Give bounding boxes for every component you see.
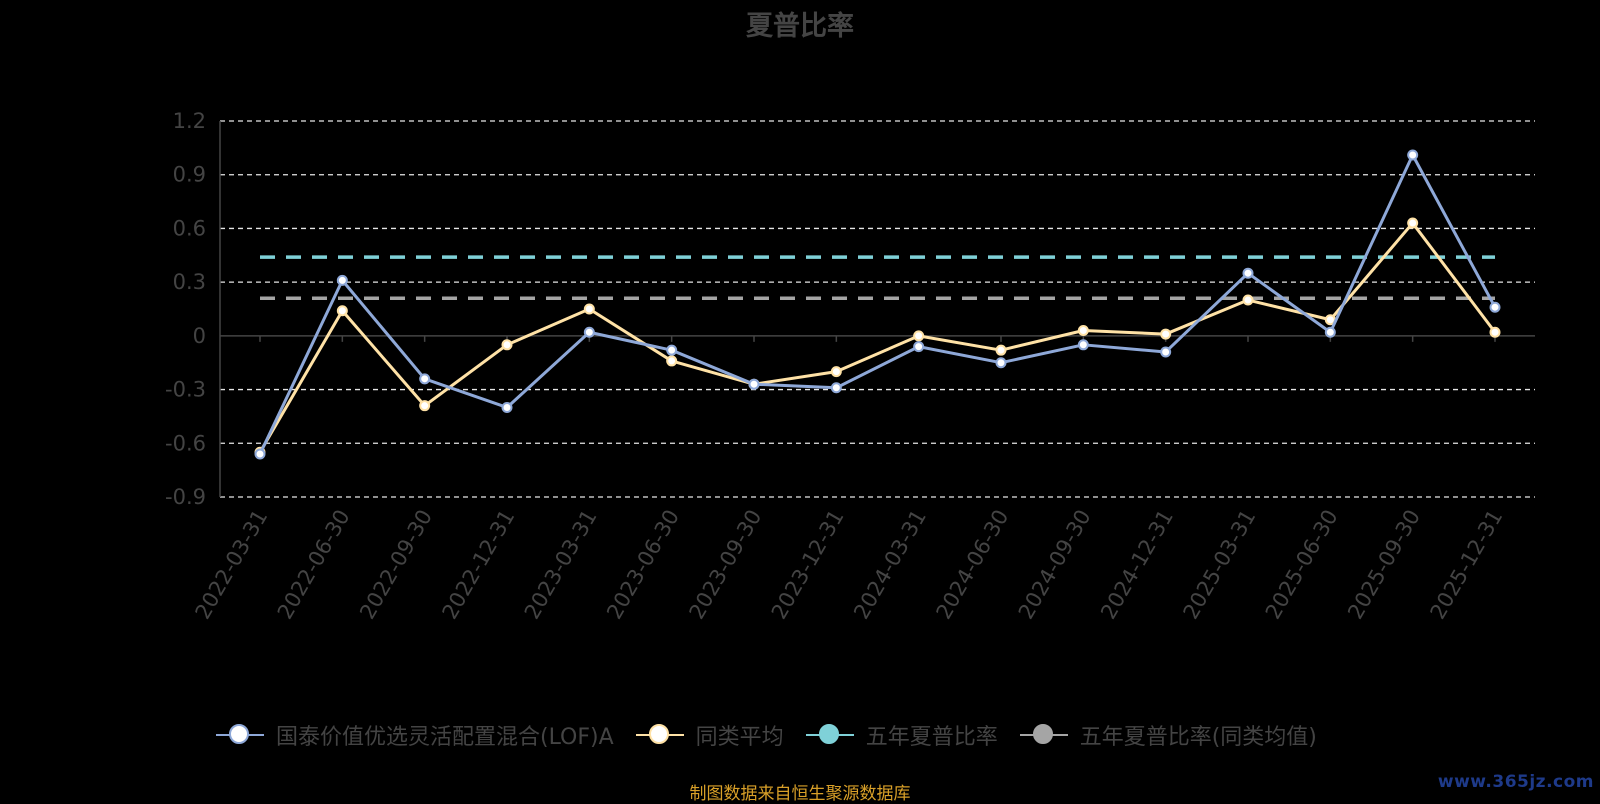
chart-title: 夏普比率 [746,11,854,42]
peer-average-point [666,355,678,367]
fund-point [1077,339,1089,351]
y-tick-label: 0.3 [173,270,206,294]
y-tick-label: -0.3 [165,378,206,402]
x-tick-label: 2024-12-31 [1096,506,1178,624]
y-tick-label: -0.9 [165,485,206,509]
fund-point [1242,267,1254,279]
fund-point [748,378,760,390]
legend-swatch-five-year-sharpe [805,722,854,748]
legend-item-five-year-sharpe-peer[interactable]: 五年夏普比率(同类均值) [1019,719,1317,751]
fund-point [830,382,842,394]
legend-marker-five-year-sharpe-peer [1032,724,1053,744]
x-tick-label: 2025-03-31 [1179,506,1261,624]
y-tick-label: 1.2 [173,109,206,133]
peer-average-point [583,303,595,315]
x-tick-label: 2022-09-30 [355,505,437,623]
x-tick-label: 2023-06-30 [602,506,684,624]
legend-item-peer-average[interactable]: 同类平均 [635,719,784,751]
x-tick-label: 2023-09-30 [685,506,767,624]
peer-average-point [419,400,431,412]
data-source-note: 制图数据来自恒生聚源数据库 [689,784,911,804]
peer-average-point [336,305,348,317]
x-tick-label: 2024-06-30 [932,506,1014,624]
legend-swatch-five-year-sharpe-peer [1019,722,1068,748]
legend-label-fund: 国泰价值优选灵活配置混合(LOF)A [276,725,614,750]
fund-point [995,357,1007,369]
peer-average-point [1160,328,1172,340]
legend-swatch-fund [216,722,264,748]
x-tick-label: 2025-12-31 [1426,506,1508,624]
fund-point [419,373,431,385]
fund-point [1324,326,1336,338]
x-tick-label: 2024-09-30 [1014,506,1096,624]
fund-point [1407,149,1419,161]
x-tick-label: 2022-06-30 [273,506,355,624]
legend-marker-peer-average [648,724,669,744]
x-tick-label: 2025-09-30 [1343,506,1425,624]
x-tick-label: 2022-12-31 [438,506,520,624]
legend-label-five-year-sharpe-peer: 五年夏普比率(同类均值) [1079,725,1317,750]
x-tick-label: 2023-12-31 [767,506,849,624]
x-tick-label: 2024-03-31 [849,506,931,624]
fund-series-line [258,153,1497,455]
legend-label-peer-average: 同类平均 [695,725,784,750]
fund-point [1160,346,1172,358]
peer-average-point [1242,294,1254,306]
legend-item-fund[interactable]: 国泰价值优选灵活配置混合(LOF)A [216,719,614,751]
fund-point [1489,301,1501,313]
y-tick-label: -0.6 [165,431,206,455]
legend-swatch-peer-average [635,722,684,748]
peer-average-point [913,330,925,342]
fund-point [913,341,925,353]
fund-point [254,448,266,460]
y-tick-label: 0.9 [173,163,206,187]
peer-average-point [830,366,842,378]
y-tick-label: 0 [193,324,206,348]
peer-average-point [995,344,1007,356]
legend-item-five-year-sharpe[interactable]: 五年夏普比率 [805,719,998,751]
y-tick-label: 0.6 [173,216,206,240]
fund-point [583,326,595,338]
x-tick-label: 2025-06-30 [1261,506,1343,624]
x-tick-label: 2022-03-31 [191,506,273,624]
peer-average-point [1407,217,1419,229]
peer-average-point [1077,324,1089,336]
watermark: www.365jz.com [1437,772,1594,792]
peer-average-point [1489,326,1501,338]
peer-average-point [501,339,513,351]
fund-point [336,274,348,286]
peer-average-series-line [258,221,1497,453]
legend-marker-fund [229,724,249,744]
legend-marker-five-year-sharpe [818,724,839,744]
fund-point [501,401,513,413]
chart-legend: 国泰价值优选灵活配置混合(LOF)A 同类平均 五年夏普比率 五年夏普比率(同类… [216,720,1317,750]
legend-label-five-year-sharpe: 五年夏普比率 [865,725,998,750]
x-tick-label: 2023-03-31 [520,506,602,624]
fund-point [666,344,678,356]
